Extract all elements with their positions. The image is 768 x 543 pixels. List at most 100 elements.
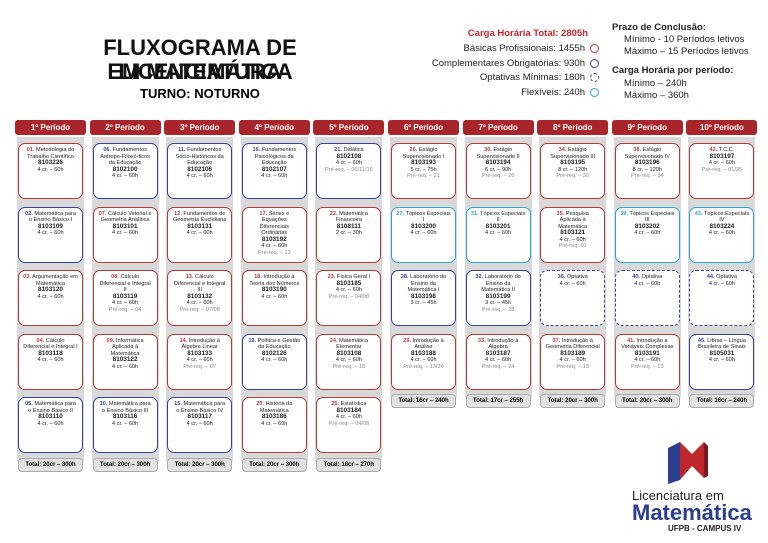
course-title: Séries e Equações Diferenciais Ordinária… [259,210,290,237]
course-name: 32. Laboratório do Ensino da Matemática … [471,274,526,294]
course-title: Fundamentos Psicológicos da Educação [254,147,297,167]
course-title: Tópicos Especiais II [480,210,526,224]
course-credits: 4 cr. – 60h [261,357,288,364]
course-number: 15. [174,401,182,407]
course-card: 40. Optativa 4 cr. – 60h [614,270,680,326]
course-name: 39. Tópicos Especiais III [620,211,675,224]
course-title: Fundamentos de Geometria Euclidiana [172,210,227,224]
course-card: 12. Fundamentos de Geometria Euclidiana 8… [167,206,233,263]
course-number: 18. [254,274,262,280]
course-number: 30. [484,147,492,153]
course-title: Laboratório do Ensino da Matemática II [481,274,521,294]
course-title: Matemática para o Ensino Básico IV [176,401,226,414]
course-number: 09. [106,337,115,344]
course-title: Fundamentos Sócio-Históricos da Educação [175,147,224,167]
course-title: Introdução à Álgebra [487,337,519,351]
course-card: 24. Matemática Elementar 8103108 4 cr. – 6… [316,333,382,390]
course-code: 8103120 [38,286,63,294]
course-title: Introdução à Análise [412,337,444,351]
course-name: 02. Matemática para o Ensino Básico I [23,211,78,224]
course-card: 27. Tópicos Especiais I 8103200 4 cr. – 60… [391,206,456,263]
course-code: 8102106 [187,165,213,173]
course-card: 32. Laboratório do Ensino da Matemática … [465,270,531,326]
legend-marker [590,44,599,53]
course-code: 8103196 [634,159,660,167]
course-credits: 5 cr. – 75h [410,166,437,173]
course-card: 18. Introdução à Teoria dos Números 81031… [241,270,307,326]
course-card: 07. Cálculo Vetorial e Geometria Analíti… [92,206,158,263]
course-credits: 8 cr. – 120h [632,166,662,173]
course-code: 8103187 [485,349,511,357]
period-header: 6º Período [388,120,459,135]
course-credits: 4 cr. – 60h [708,357,735,364]
course-title: Tópicos Especiais I [405,210,451,224]
course-card: 28. Laboratório do Ensino da Matemática … [391,270,456,326]
course-code: 8105031 [709,349,735,357]
course-number: 29. [403,337,412,344]
course-name: 18. Introdução à Teoria dos Números [247,274,302,287]
course-code: 8103224 [709,222,735,230]
course-prereq: Pré-req. – 01/35 [701,166,743,173]
course-credits: 2 cr. – 30h [335,230,362,237]
course-title: Estágio Supervisionado II [476,147,520,160]
course-code: 8103133 [187,349,213,357]
course-title: Política e Gestão da Educação [257,337,301,351]
course-card: 29. Introdução à Análise 8103188 4 cr. – 6… [391,333,456,390]
course-card: 19. Política e Gestão da Educação 8102126… [241,333,307,390]
period-total: Total: 20cr – 300h [92,457,158,472]
course-credits: 4 cr. – 60h [559,236,586,243]
period-header: 5º Período [313,120,385,135]
course-name: 15. Matemática para o Ensino Básico IV [172,401,227,414]
course-number: 06. [103,147,112,153]
course-number: 07. [98,210,107,217]
course-code: 8108111 [336,222,361,230]
course-prereq: Pré-req. – 18 [332,363,366,370]
course-code: 8103198 [411,292,436,300]
course-title: Optativa [641,274,663,280]
course-prereq: Pré-req. – 04 [108,306,142,313]
course-number: 45. [697,337,706,344]
course-title: Libras – Língua Brasileira de Sinais [697,337,746,351]
course-card: 10. Matemática para o Ensino Básico III 8… [92,397,158,453]
course-number: 33. [477,337,486,344]
course-title: Laboratório do Ensino da Matemática I [407,274,447,294]
course-credits: 4 cr. – 60h [186,300,213,307]
course-title: Cálculo Diferencial e Integral II [99,274,151,294]
course-code: 8103226 [38,159,63,167]
course-prereq: Pré-req. 01 [558,243,587,250]
course-name: 22. Matemática Financeira [321,211,376,224]
course-name: 17. Séries e Equações Diferenciais Ordin… [247,211,302,237]
course-name: 06. Fundamentos Antropo-Filosó-ficos da … [98,147,153,167]
course-name: 23. Física Geral I [321,274,376,281]
course-credits: 4 cr. – 60h [37,293,64,300]
course-credits: 4 cr. – 60h [410,230,437,237]
course-name: 36. Optativa [545,274,600,281]
course-title: Informática Aplicada à Matemática [110,337,144,357]
course-number: 11. [178,147,186,153]
course-code: 8103189 [560,349,586,357]
course-card: 09. Informática Aplicada à Matemática 810… [92,333,158,390]
course-title: Introdução à Geometria Diferencial [545,337,600,351]
course-number: 12. [174,210,182,217]
course-credits: 4 cr. – 60h [335,287,362,294]
course-card: 43. Tópicos Especiais IV 8103224 4 cr. – 6… [689,206,755,263]
course-card: 17. Séries e Equações Diferenciais Ordin… [241,206,307,263]
course-name: 24. Matemática Elementar [321,338,376,351]
course-number: 14. [179,337,188,344]
course-credits: 4 cr. – 60h [261,243,288,250]
period-header: 2º Período [89,120,161,135]
course-number: 36. [557,274,566,280]
course-prereq: Pré-req. – 13 [630,363,664,370]
course-credits: 4 cr. – 60h [634,230,661,237]
course-credits: 4 cr. – 60h [112,363,139,370]
course-card: 11. Fundamentos Sócio-Históricos da Educ… [167,143,233,199]
course-name: 29. Introdução à Análise [396,338,451,351]
course-code: 8103117 [187,413,212,421]
course-name: 30. Estágio Supervisionado II [471,147,526,160]
course-title: História da Matemática [259,401,293,414]
info-text: Mínimo – 240h [624,78,687,89]
course-card: 05. Matemática para o Ensino Básico II 81… [18,397,83,453]
course-name: 01. Metodologia do Trabalho Científico [23,147,78,160]
course-credits: 4 cr. – 60h [37,166,64,173]
